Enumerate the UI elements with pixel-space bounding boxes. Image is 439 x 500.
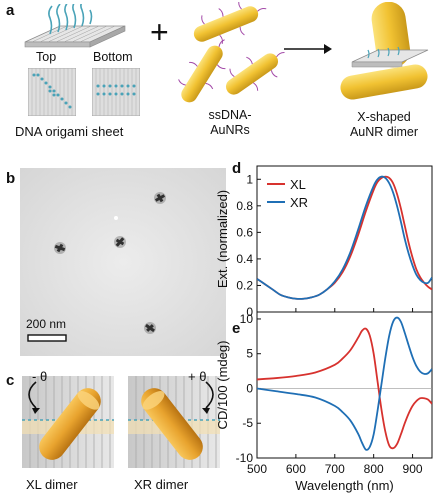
- series-line-xl-e: [257, 327, 432, 450]
- aunr-caption-line1: ssDNA-: [208, 108, 252, 122]
- y-tick-label-e: 0: [246, 381, 253, 395]
- origami-bottom-label: Bottom: [93, 50, 133, 64]
- y-axis-label-d: Ext. (normalized): [215, 190, 230, 288]
- x-tick-label: 900: [403, 462, 423, 476]
- origami-top-view-diagram: [28, 68, 76, 116]
- plot-frame-d: [256, 165, 433, 313]
- y-tick-label-d: 0.4: [236, 252, 253, 266]
- x-axis-label: Wavelength (nm): [295, 478, 394, 493]
- x-tick-label: 600: [286, 462, 306, 476]
- xl-angle-label: - θ: [32, 369, 48, 384]
- series-line-xl-d: [257, 175, 432, 300]
- origami-sheet-3d-illustration: [24, 4, 126, 48]
- scale-bar-label: 200 nm: [26, 317, 67, 331]
- xl-dimer-illustration: [22, 376, 114, 468]
- y-axis-label-e: CD/100 (mdeg): [215, 341, 230, 430]
- panel-label-d: d: [232, 160, 242, 177]
- origami-top-label: Top: [36, 50, 57, 64]
- panel-label-c: c: [6, 372, 15, 389]
- y-tick-label-e: 5: [246, 347, 253, 361]
- y-tick-label-d: 0: [246, 305, 253, 319]
- origami-sheet-caption: DNA origami sheet: [15, 124, 124, 139]
- xr-angle-label: + θ: [188, 369, 207, 384]
- aunr-caption-line2: AuNRs: [210, 123, 250, 137]
- legend-label-xr: XR: [290, 195, 308, 210]
- y-tick-label-d: 0.8: [236, 199, 253, 213]
- origami-bottom-view-diagram: [92, 68, 140, 116]
- xl-dimer-caption: XL dimer: [26, 477, 78, 492]
- series-line-xr-d: [257, 175, 432, 300]
- x-shaped-dimer-illustration: [340, 2, 429, 100]
- series-line-xr-e: [257, 316, 432, 451]
- y-tick-label-e: -5: [242, 416, 253, 430]
- y-tick-label-e: 10: [240, 312, 254, 326]
- panel-label-a: a: [6, 2, 15, 19]
- dimer-caption-line2: AuNR dimer: [349, 125, 419, 139]
- y-tick-label-d: 1: [246, 172, 253, 186]
- y-tick-label-d: 0.6: [236, 225, 253, 239]
- reaction-arrow-icon: [284, 44, 332, 54]
- ssdna-aunrs-illustration: [178, 2, 285, 103]
- x-tick-label: 500: [247, 462, 267, 476]
- xr-dimer-caption: XR dimer: [134, 477, 189, 492]
- scale-bar: [27, 334, 67, 342]
- x-tick-label: 700: [325, 462, 345, 476]
- legend-label-xl: XL: [290, 177, 306, 192]
- panel-label-b: b: [6, 170, 16, 187]
- y-tick-label-e: -10: [236, 451, 254, 465]
- plot-frame-e: [256, 311, 433, 459]
- x-tick-label: 800: [364, 462, 384, 476]
- dimer-caption-line1: X-shaped: [357, 110, 411, 124]
- panel-label-e: e: [232, 320, 241, 337]
- tem-micrograph: [20, 168, 226, 356]
- xr-dimer-illustration: [128, 376, 220, 468]
- y-tick-label-d: 0.2: [236, 278, 253, 292]
- plus-sign: +: [150, 14, 169, 50]
